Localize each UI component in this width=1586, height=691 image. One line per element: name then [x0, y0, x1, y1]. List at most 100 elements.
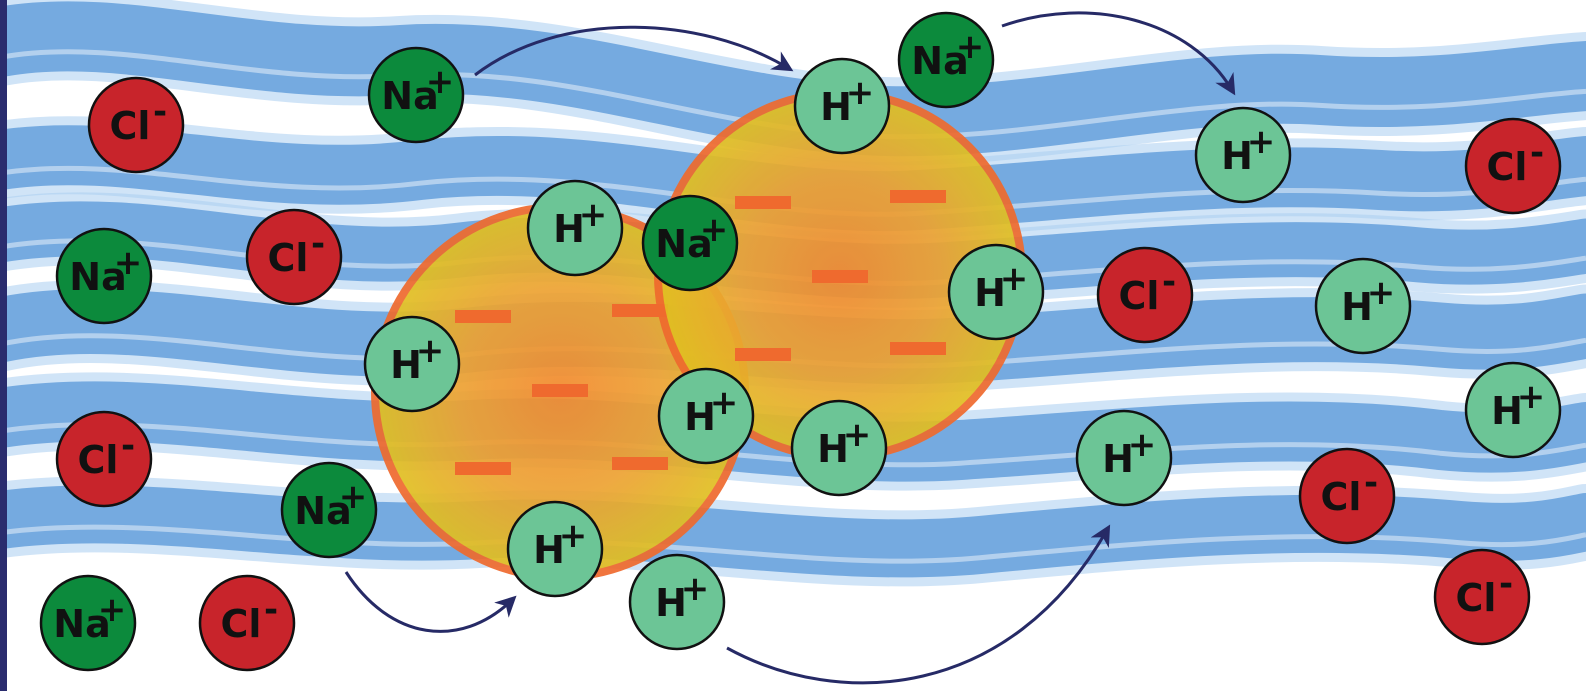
ion-charge-sign: - [121, 426, 135, 466]
ion-symbol: H [390, 343, 422, 387]
ion-circle [947, 243, 1045, 341]
hydrogen-ion: H+ [947, 243, 1045, 341]
ion-charge-sign: + [114, 243, 143, 283]
ion-charge-sign: - [1364, 463, 1378, 503]
chloride-ion: Cl - [1096, 246, 1194, 344]
ion-circle [641, 194, 739, 292]
water-highlight [0, 524, 1586, 564]
ion-symbol: H [820, 85, 852, 129]
ion-symbol: Cl [110, 104, 151, 148]
ion-symbol: Cl [268, 236, 309, 280]
ion-symbol: H [1341, 285, 1373, 329]
sodium-ion: Na+ [641, 194, 739, 292]
negative-charge-mark [735, 196, 791, 209]
chloride-ion: Cl - [55, 410, 153, 508]
ion-symbol: Cl [1321, 475, 1362, 519]
negative-charge-mark [612, 304, 668, 317]
ion-charge-sign: + [1128, 425, 1157, 465]
ion-charge-sign: + [1000, 259, 1029, 299]
hydrogen-ion: H+ [506, 500, 604, 598]
ion-symbol: Na [655, 222, 712, 266]
ion-symbol: Na [53, 602, 110, 646]
ion-circle [1096, 246, 1194, 344]
exchange-arrow [474, 25, 794, 77]
ion-circle [506, 500, 604, 598]
sodium-ion: Na+ [55, 227, 153, 325]
ion-circle [628, 553, 726, 651]
ion-symbol: H [533, 528, 565, 572]
negative-charge-mark [812, 270, 868, 283]
ion-symbol: Na [294, 489, 351, 533]
ion-charge-sign: + [1367, 273, 1396, 313]
ion-symbol: H [974, 271, 1006, 315]
ion-circle [793, 57, 891, 155]
hydrogen-ion: H+ [1314, 257, 1412, 355]
ion-charge-sign: + [98, 590, 127, 630]
ion-circle [198, 574, 296, 672]
ion-symbol: H [1221, 134, 1253, 178]
hydrogen-ion: H+ [790, 399, 888, 497]
chloride-ion: Cl - [198, 574, 296, 672]
chloride-ion: Cl - [87, 76, 185, 174]
hydrogen-ion: H+ [1464, 361, 1562, 459]
hydrogen-ion: H+ [657, 367, 755, 465]
ion-symbol: H [684, 395, 716, 439]
ion-circle [1075, 409, 1173, 507]
sodium-ion: Na+ [280, 461, 378, 559]
ion-circle [55, 227, 153, 325]
ion-symbol: H [553, 207, 585, 251]
hydrogen-ion: H+ [1075, 409, 1173, 507]
ion-circle [87, 76, 185, 174]
exchange-arrow [726, 524, 1111, 685]
ion-circle [245, 208, 343, 306]
ion-charge-sign: + [846, 73, 875, 113]
hydrogen-ion: H+ [363, 315, 461, 413]
exchange-arrow [344, 571, 517, 633]
hydrogen-ion: H+ [793, 57, 891, 155]
ion-charge-sign: + [559, 516, 588, 556]
ion-symbol: Cl [221, 602, 262, 646]
exchange-arrows [344, 11, 1236, 685]
sodium-ion: Na+ [39, 574, 137, 672]
ion-charge-sign: + [426, 62, 455, 102]
sodium-ion: Na+ [897, 11, 995, 109]
ion-circle [1464, 117, 1562, 215]
hydrogen-ion: H+ [1194, 106, 1292, 204]
negative-charge-mark [890, 190, 946, 203]
ions: Cl -Na+ Cl -Na+Cl -Na+Na+ Cl -H+H+H+Na+H+H+Na+… [39, 11, 1562, 672]
chloride-ion: Cl - [245, 208, 343, 306]
negative-charge-mark [612, 457, 668, 470]
ion-circle [1194, 106, 1292, 204]
negative-charge-mark [455, 310, 511, 323]
negative-charge-mark [890, 342, 946, 355]
ion-circle [657, 367, 755, 465]
ion-charge-sign: - [1162, 262, 1176, 302]
ion-charge-sign: - [1499, 564, 1513, 604]
ion-charge-sign: - [311, 224, 325, 264]
ion-symbol: Cl [1119, 274, 1160, 318]
ion-symbol: Cl [1456, 576, 1497, 620]
ion-circle [897, 11, 995, 109]
ion-charge-sign: - [153, 92, 167, 132]
chloride-ion: Cl - [1298, 447, 1396, 545]
ion-circle [1314, 257, 1412, 355]
ion-charge-sign: + [700, 210, 729, 250]
ion-charge-sign: + [843, 415, 872, 455]
ion-symbol: H [817, 427, 849, 471]
exchange-arrow [1001, 11, 1236, 96]
hydrogen-ion: H+ [526, 179, 624, 277]
sodium-ion: Na+ [367, 46, 465, 144]
ion-charge-sign: + [579, 195, 608, 235]
ion-circle [367, 46, 465, 144]
ion-symbol: Na [911, 39, 968, 83]
ion-circle [1433, 548, 1531, 646]
hydrogen-ion: H+ [628, 553, 726, 651]
ion-circle [526, 179, 624, 277]
negative-charge-mark [455, 462, 511, 475]
ion-charge-sign: + [710, 383, 739, 423]
resin-particles [371, 89, 1026, 581]
ion-charge-sign: - [264, 590, 278, 630]
ion-circle [363, 315, 461, 413]
